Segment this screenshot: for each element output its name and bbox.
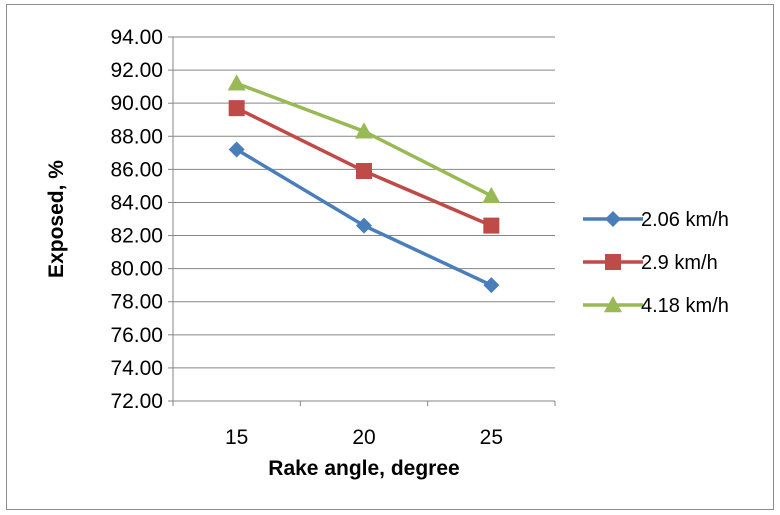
legend-item: 2.06 km/h xyxy=(583,209,729,231)
y-tick-label: 86.00 xyxy=(110,158,163,181)
x-tick-label: 20 xyxy=(352,426,375,449)
legend-item: 2.9 km/h xyxy=(583,252,718,274)
legend-item: 4.18 km/h xyxy=(583,295,729,317)
legend-label: 4.18 km/h xyxy=(641,295,729,317)
series-square xyxy=(229,100,500,233)
x-tick-label: 15 xyxy=(225,426,248,449)
y-axis-title: Exposed, % xyxy=(45,160,68,278)
data-point xyxy=(483,277,499,293)
y-tick-label: 82.00 xyxy=(110,225,163,248)
legend-label: 2.9 km/h xyxy=(641,252,718,274)
series-triangle xyxy=(228,74,501,203)
data-point xyxy=(356,218,372,234)
data-point xyxy=(229,100,245,116)
y-tick-label: 94.00 xyxy=(110,26,163,49)
data-point xyxy=(482,187,500,203)
x-tick-label: 25 xyxy=(480,426,503,449)
y-tick-label: 72.00 xyxy=(110,390,163,413)
y-tick-label: 78.00 xyxy=(110,291,163,314)
y-tick-label: 90.00 xyxy=(110,92,163,115)
data-point xyxy=(228,74,246,90)
x-axis-title: Rake angle, degree xyxy=(268,457,459,480)
y-tick-label: 88.00 xyxy=(110,125,163,148)
legend-marker xyxy=(605,211,621,227)
legend: 2.06 km/h 2.9 km/h 4.18 km/h xyxy=(583,209,729,317)
data-point xyxy=(229,142,245,158)
y-tick-label: 76.00 xyxy=(110,324,163,347)
y-tick-label: 74.00 xyxy=(110,357,163,380)
y-tick-label: 80.00 xyxy=(110,258,163,281)
legend-marker xyxy=(605,254,621,270)
y-tick-labels: 72.00 74.00 76.00 78.00 80.00 82.00 84.00 86.00… xyxy=(110,26,163,413)
series-lines xyxy=(228,74,501,293)
legend-label: 2.06 km/h xyxy=(641,209,729,231)
y-tick-label: 84.00 xyxy=(110,191,163,214)
data-point xyxy=(483,218,499,234)
y-tick-label: 92.00 xyxy=(110,59,163,82)
data-point xyxy=(356,163,372,179)
x-tick-labels: 15 20 25 xyxy=(225,426,503,449)
